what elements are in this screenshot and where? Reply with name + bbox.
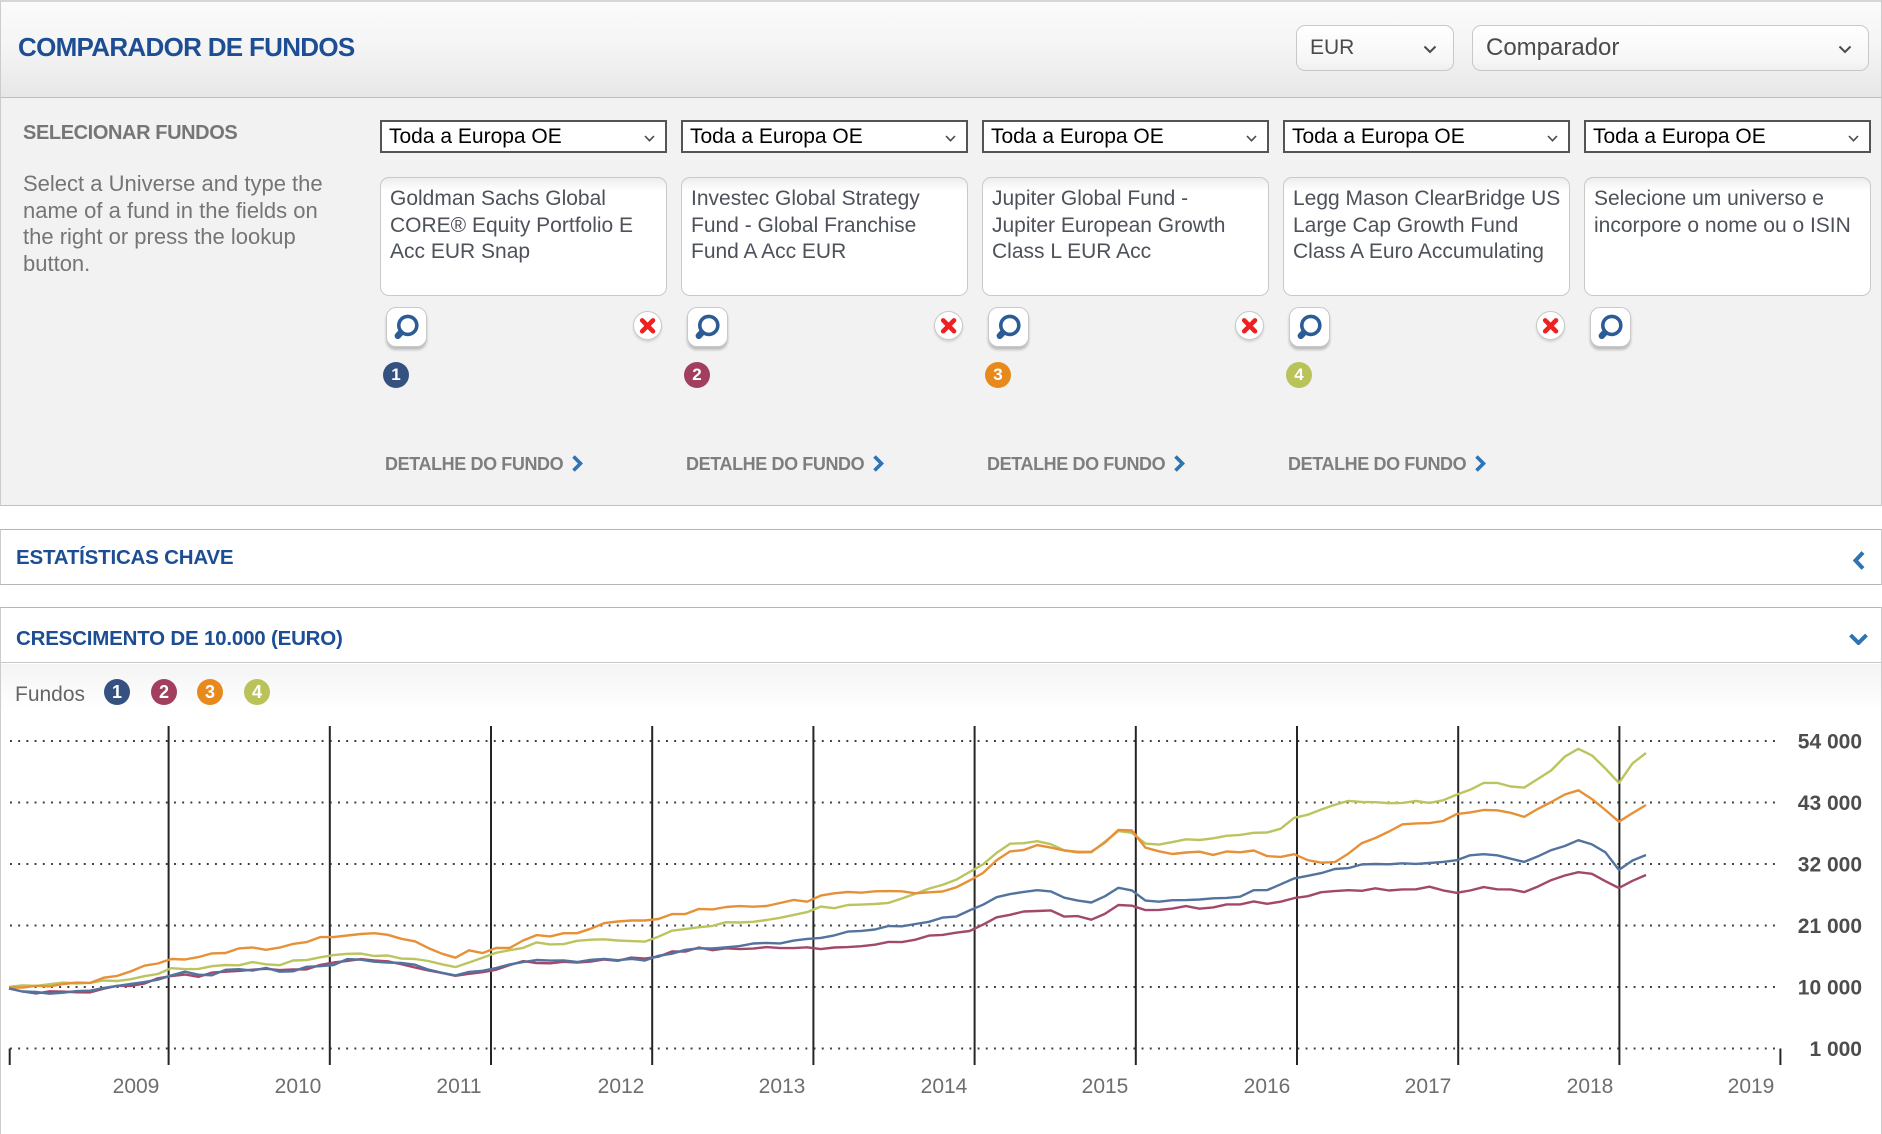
svg-text:2011: 2011 [436,1075,481,1098]
svg-text:2019: 2019 [1728,1075,1775,1098]
svg-text:2012: 2012 [598,1075,645,1098]
svg-text:10 000: 10 000 [1798,977,1862,1000]
svg-text:2009: 2009 [113,1075,160,1098]
svg-text:2018: 2018 [1567,1075,1614,1098]
svg-text:43 000: 43 000 [1798,792,1862,815]
svg-text:32 000: 32 000 [1798,854,1862,877]
svg-text:2016: 2016 [1244,1075,1291,1098]
svg-text:2015: 2015 [1082,1075,1129,1098]
svg-text:2014: 2014 [921,1075,968,1098]
svg-text:21 000: 21 000 [1798,915,1862,938]
svg-text:2013: 2013 [759,1075,806,1098]
svg-text:2010: 2010 [275,1075,322,1098]
svg-text:1 000: 1 000 [1809,1038,1862,1061]
svg-text:2017: 2017 [1405,1075,1452,1098]
svg-text:54 000: 54 000 [1798,731,1862,754]
